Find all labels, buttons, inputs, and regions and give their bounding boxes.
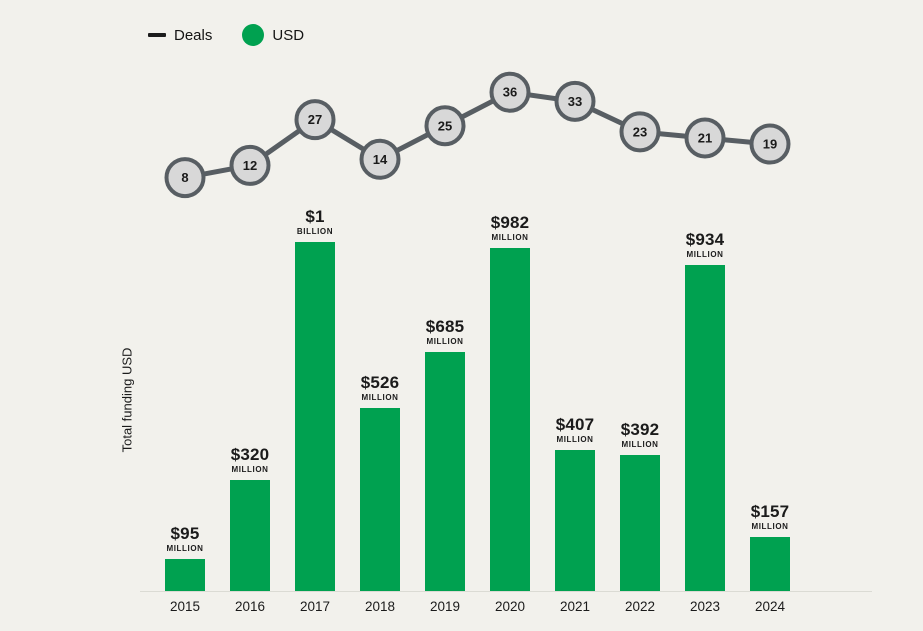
x-axis-label-2015: 2015 (169, 599, 201, 614)
usd-bar-2020 (490, 248, 530, 592)
bar-value-amount: $407 (555, 415, 595, 434)
x-axis-label-2019: 2019 (429, 599, 461, 614)
x-axis-label-2016: 2016 (234, 599, 266, 614)
usd-bar-2022 (620, 455, 660, 592)
bar-value-amount: $320 (230, 445, 270, 464)
bar-value-unit: MILLION (361, 392, 399, 402)
bar-value-amount: $1 (305, 207, 325, 226)
bar-value-label-2023: $934 MILLION (650, 230, 760, 259)
deals-node-value: 12 (243, 158, 257, 173)
bar-value-label-2019: $685 MILLION (390, 317, 500, 346)
deals-node-2020 (489, 71, 531, 113)
bar-value-label-2024: $157 MILLION (715, 502, 825, 531)
legend-label-usd: USD (272, 26, 305, 44)
bar-value-unit: MILLION (621, 439, 659, 449)
bar-value-unit: MILLION (556, 434, 594, 444)
deals-node-value: 36 (503, 85, 517, 100)
bar-value-label-2016: $320 MILLION (195, 445, 305, 474)
bar-value-label-2021: $407 MILLION (520, 415, 630, 444)
deals-node-value: 14 (373, 152, 388, 167)
usd-bar-2023 (685, 265, 725, 592)
chart-legend: Deals USD (148, 24, 304, 46)
usd-bar-2018 (360, 408, 400, 592)
deals-node-2022 (619, 111, 661, 153)
bar-value-amount: $95 (170, 524, 200, 543)
bar-value-label-2015: $95 MILLION (130, 524, 240, 553)
bar-value-amount: $685 (425, 317, 465, 336)
usd-bar-2024 (750, 537, 790, 592)
bar-value-unit: MILLION (751, 521, 789, 531)
x-axis-label-2024: 2024 (754, 599, 786, 614)
bar-value-amount: $157 (750, 502, 790, 521)
x-axis-label-2018: 2018 (364, 599, 396, 614)
deals-node-2024 (749, 123, 791, 165)
bar-value-amount: $982 (490, 213, 530, 232)
deals-node-value: 21 (698, 130, 712, 145)
x-axis-label-2017: 2017 (299, 599, 331, 614)
deals-node-2021 (554, 80, 596, 122)
bar-value-unit: MILLION (231, 464, 269, 474)
bar-value-amount: $526 (360, 373, 400, 392)
x-axis-label-2020: 2020 (494, 599, 526, 614)
bar-value-unit: MILLION (426, 336, 464, 346)
bar-value-label-2022: $392 MILLION (585, 420, 695, 449)
legend-label-deals: Deals (174, 26, 213, 44)
bar-value-amount: $934 (685, 230, 725, 249)
usd-bar-2015 (165, 559, 205, 592)
deals-node-value: 33 (568, 94, 582, 109)
bar-value-unit: BILLION (296, 226, 334, 236)
bar-value-unit: MILLION (686, 249, 724, 259)
bar-value-label-2018: $526 MILLION (325, 373, 435, 402)
x-axis-line (140, 591, 872, 592)
deals-node-value: 27 (308, 112, 322, 127)
bar-value-unit: MILLION (166, 543, 204, 553)
deals-node-value: 19 (763, 137, 777, 152)
usd-circle-swatch-icon (242, 24, 265, 46)
deals-node-2016 (229, 144, 271, 186)
deals-node-2019 (424, 105, 466, 147)
usd-bar-2017 (295, 242, 335, 592)
x-axis-label-2022: 2022 (624, 599, 656, 614)
legend-item-deals: Deals (148, 27, 212, 44)
deals-node-value: 25 (438, 118, 452, 133)
x-axis-label-2023: 2023 (689, 599, 721, 614)
usd-bar-2021 (555, 450, 595, 592)
deals-node-2018 (359, 138, 401, 180)
bar-value-amount: $392 (620, 420, 660, 439)
usd-bar-2019 (425, 352, 465, 592)
bar-value-label-2020: $982 MILLION (455, 213, 565, 242)
deals-node-value: 8 (181, 170, 188, 185)
deals-node-value: 23 (633, 124, 647, 139)
deals-line-swatch-icon (148, 33, 166, 37)
x-axis-label-2021: 2021 (559, 599, 591, 614)
legend-item-usd: USD (242, 24, 304, 46)
deals-node-2015 (164, 157, 206, 199)
deals-node-2023 (684, 117, 726, 159)
bar-value-label-2017: $1 BILLION (260, 207, 370, 236)
deals-node-2017 (294, 99, 336, 141)
bar-value-unit: MILLION (491, 232, 529, 242)
usd-bar-2016 (230, 480, 270, 592)
